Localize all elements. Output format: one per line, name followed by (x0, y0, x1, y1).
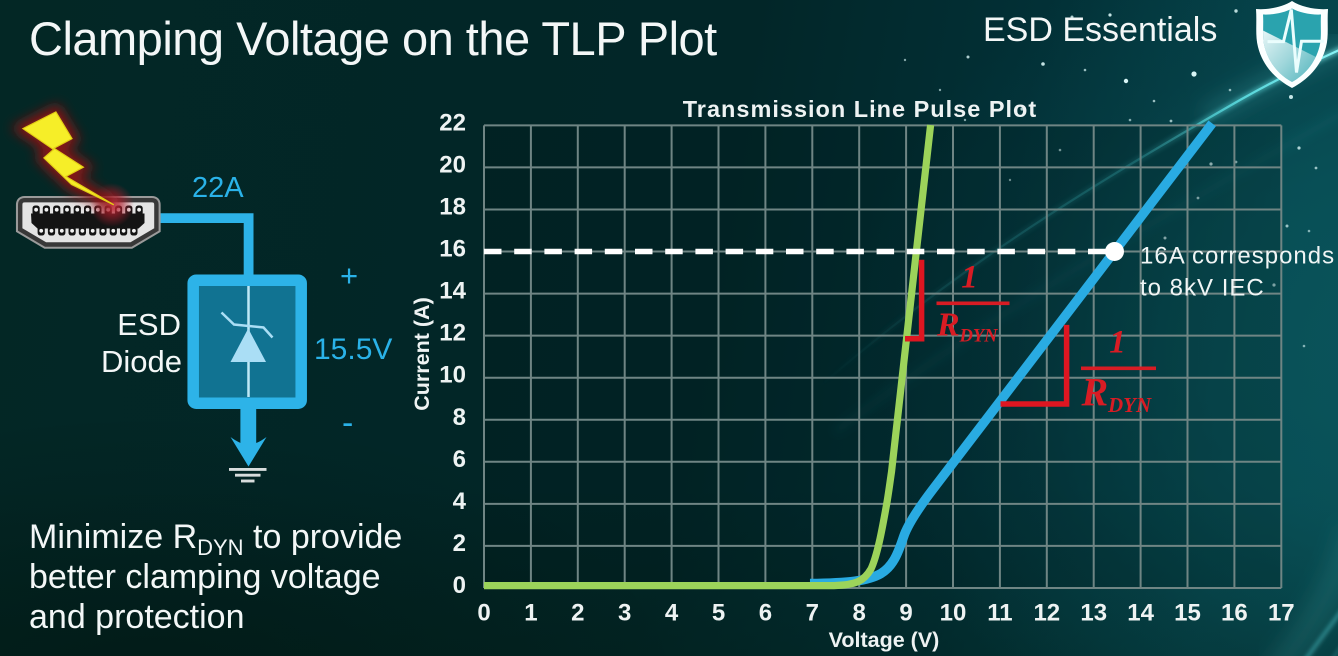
svg-text:16A corresponds: 16A corresponds (1140, 243, 1335, 270)
svg-text:1: 1 (524, 600, 537, 627)
svg-text:15: 15 (1174, 600, 1201, 627)
svg-text:Current (A): Current (A) (410, 297, 434, 410)
svg-text:12: 12 (439, 320, 466, 347)
svg-text:Voltage (V): Voltage (V) (829, 628, 940, 652)
svg-text:16: 16 (439, 236, 466, 263)
svg-text:14: 14 (1127, 600, 1154, 627)
svg-text:8: 8 (453, 404, 466, 431)
svg-text:to 8kV IEC: to 8kV IEC (1140, 275, 1265, 302)
svg-text:16: 16 (1221, 600, 1248, 627)
svg-text:0: 0 (477, 600, 490, 627)
svg-text:1: 1 (1109, 325, 1126, 361)
svg-text:9: 9 (899, 600, 912, 627)
svg-text:R: R (1081, 370, 1109, 415)
svg-text:6: 6 (759, 600, 772, 627)
svg-text:13: 13 (1080, 600, 1107, 627)
svg-text:Transmission Line Pulse Plot: Transmission Line Pulse Plot (683, 96, 1037, 122)
svg-text:7: 7 (806, 600, 819, 627)
svg-text:2: 2 (453, 530, 466, 557)
svg-text:17: 17 (1268, 600, 1295, 627)
svg-text:2: 2 (571, 600, 584, 627)
svg-text:20: 20 (439, 151, 466, 178)
svg-text:11: 11 (987, 600, 1012, 627)
svg-text:1: 1 (961, 260, 978, 296)
svg-text:R: R (936, 307, 960, 344)
svg-text:14: 14 (439, 278, 466, 305)
svg-text:6: 6 (453, 446, 466, 473)
svg-text:4: 4 (453, 488, 467, 515)
svg-text:0: 0 (453, 572, 466, 599)
svg-text:10: 10 (439, 362, 466, 389)
svg-text:12: 12 (1033, 600, 1060, 627)
svg-text:3: 3 (618, 600, 631, 627)
svg-text:18: 18 (439, 194, 466, 221)
svg-text:8: 8 (853, 600, 866, 627)
svg-text:4: 4 (665, 600, 679, 627)
svg-text:DYN: DYN (959, 327, 999, 347)
svg-text:22: 22 (439, 109, 466, 136)
svg-text:10: 10 (940, 600, 967, 627)
svg-text:5: 5 (712, 600, 725, 627)
svg-text:DYN: DYN (1107, 393, 1152, 417)
